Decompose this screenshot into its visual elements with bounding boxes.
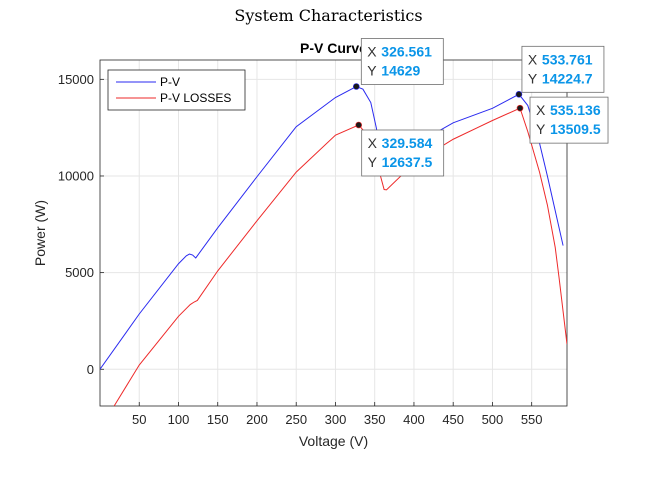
datatip-y-key: Y (368, 154, 378, 170)
datatip-x-key: X (528, 51, 538, 67)
x-tick-label: 300 (325, 412, 347, 427)
datatip-y-key: Y (536, 121, 546, 137)
datatip-marker[interactable] (515, 91, 523, 98)
datatip-marker[interactable] (353, 83, 360, 90)
legend-box (107, 69, 246, 111)
datatip-x-value: 329.584 (382, 135, 433, 151)
x-tick-label: 500 (482, 412, 504, 427)
datatip-box (361, 129, 445, 177)
x-tick-label: 450 (442, 412, 464, 427)
datatip-marker[interactable] (355, 121, 362, 129)
datatip-y-value: 13509.5 (550, 121, 601, 137)
datatip-box (529, 96, 609, 144)
datatip-x-key: X (536, 102, 546, 118)
datatip-y-key: Y (528, 70, 538, 86)
datatip-y-value: 14629 (381, 63, 420, 79)
datatip-x-value: 326.561 (381, 44, 432, 60)
datatip-y-value: 14224.7 (542, 70, 593, 86)
y-tick-label: 10000 (58, 168, 94, 183)
x-tick-label: 400 (403, 412, 425, 427)
series-line-1 (113, 107, 567, 406)
x-tick-label: 200 (246, 412, 268, 427)
datatip-x-value: 535.136 (550, 102, 601, 118)
series-lines (100, 85, 567, 406)
legend-entry: P-V (160, 75, 180, 89)
y-tick-label: 0 (87, 362, 94, 377)
x-tick-label: 100 (168, 412, 190, 427)
y-tick-label: 5000 (65, 265, 94, 280)
datatip-x-key: X (367, 44, 377, 60)
datatip-x-value: 533.761 (542, 51, 593, 67)
x-tick-label: 250 (285, 412, 307, 427)
legend-entry: P-V LOSSES (160, 91, 231, 105)
x-tick-label: 350 (364, 412, 386, 427)
x-tick-label: 550 (521, 412, 543, 427)
datatip-y-key: Y (367, 63, 377, 79)
legend: P-V P-V LOSSES (107, 69, 246, 111)
datatip-x-key: X (368, 135, 378, 151)
x-tick-label: 50 (132, 412, 146, 427)
plot-area (99, 59, 568, 407)
grid (100, 60, 567, 406)
datatip-marker[interactable] (516, 104, 524, 112)
axis-ticks: 50 100 150 200 250 300 350 400 450 500 550 0 5000 100… (58, 72, 543, 427)
figure-title: System Characteristics (234, 6, 423, 25)
plot-title: P-V Curve (300, 40, 367, 56)
series-line-0 (100, 85, 564, 370)
y-tick-label: 15000 (58, 72, 94, 87)
y-axis-label: Power (W) (32, 200, 48, 266)
x-tick-label: 150 (207, 412, 229, 427)
datatip-box (521, 45, 605, 93)
datatip-box (360, 38, 444, 85)
x-axis-label: Voltage (V) (299, 433, 368, 449)
datatip-y-value: 12637.5 (382, 154, 433, 170)
